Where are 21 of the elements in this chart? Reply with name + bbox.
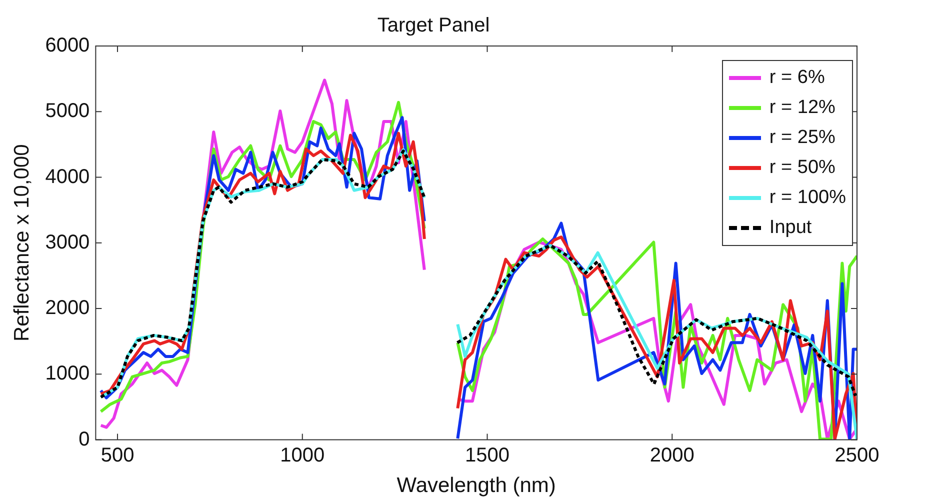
- legend-label: r = 6%: [769, 67, 825, 89]
- legend-label: r = 12%: [769, 97, 836, 119]
- y-tick-label: 2000: [45, 297, 90, 320]
- x-tick-label: 1500: [465, 444, 510, 466]
- y-tick-label: 6000: [45, 34, 90, 57]
- x-axis-title: Wavelength (nm): [396, 474, 556, 498]
- legend-label: r = 25%: [769, 127, 836, 149]
- y-tick-label: 5000: [45, 100, 90, 122]
- chart-title: Target Panel: [377, 14, 490, 37]
- legend-label: r = 100%: [769, 187, 846, 209]
- y-tick-label: 3000: [45, 231, 90, 254]
- x-tick-label: 1000: [280, 444, 325, 466]
- y-tick-label: 0: [78, 428, 90, 450]
- x-tick-label: 2000: [650, 444, 694, 466]
- legend-label: Input: [769, 217, 812, 239]
- y-tick-label: 4000: [45, 166, 90, 188]
- x-tick-label: 2500: [834, 444, 880, 466]
- y-axis-title: Reflectance x 10,000: [10, 144, 34, 342]
- y-tick-label: 1000: [45, 362, 90, 385]
- legend-label: r = 50%: [769, 157, 836, 179]
- x-tick-label: 500: [100, 444, 134, 466]
